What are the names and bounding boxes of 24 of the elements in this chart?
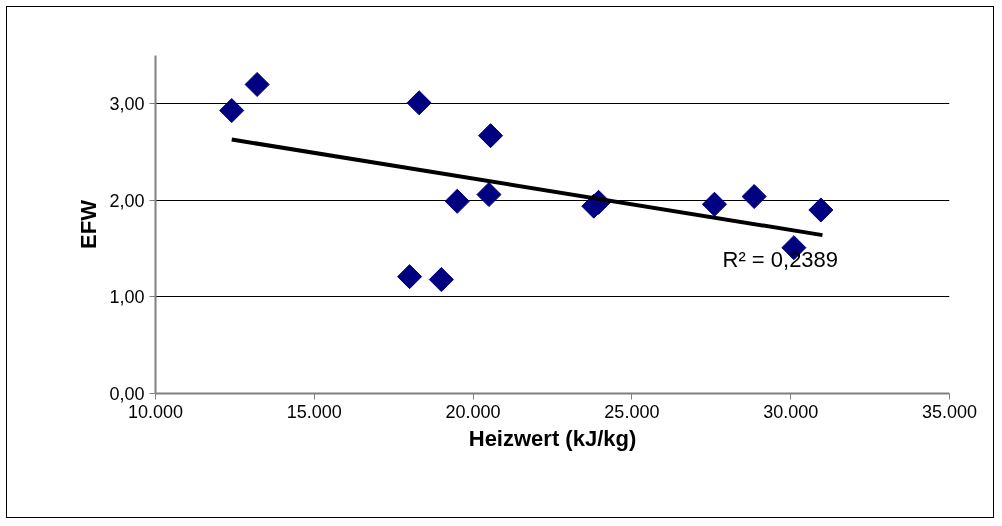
y-axis-title: EFW <box>76 199 102 249</box>
point <box>219 98 245 124</box>
point <box>476 182 502 208</box>
y-tick-label: 1,00 <box>109 287 145 308</box>
point <box>244 71 270 97</box>
point <box>406 90 432 116</box>
y-tick-label: 0,00 <box>109 384 145 404</box>
x-tick-label: 15.000 <box>286 401 342 422</box>
point <box>478 123 504 149</box>
x-tick-label: 25.000 <box>604 401 660 422</box>
point <box>444 188 470 214</box>
point <box>397 264 423 290</box>
x-tick-label: 35.000 <box>921 401 978 422</box>
point <box>701 191 727 217</box>
annotation: R² = 0,2389 <box>722 246 839 272</box>
point <box>808 197 834 223</box>
y-tick-label: 3,00 <box>109 94 145 115</box>
x-tick-label: 10.000 <box>127 401 184 422</box>
point <box>741 183 767 210</box>
x-tick-label: 20.000 <box>445 401 501 422</box>
x-tick-label: 30.000 <box>763 401 819 422</box>
y-tick-label: 2,00 <box>109 190 145 211</box>
point <box>428 267 454 293</box>
x-axis-title: Heizwert (kJ/kg) <box>468 425 637 451</box>
